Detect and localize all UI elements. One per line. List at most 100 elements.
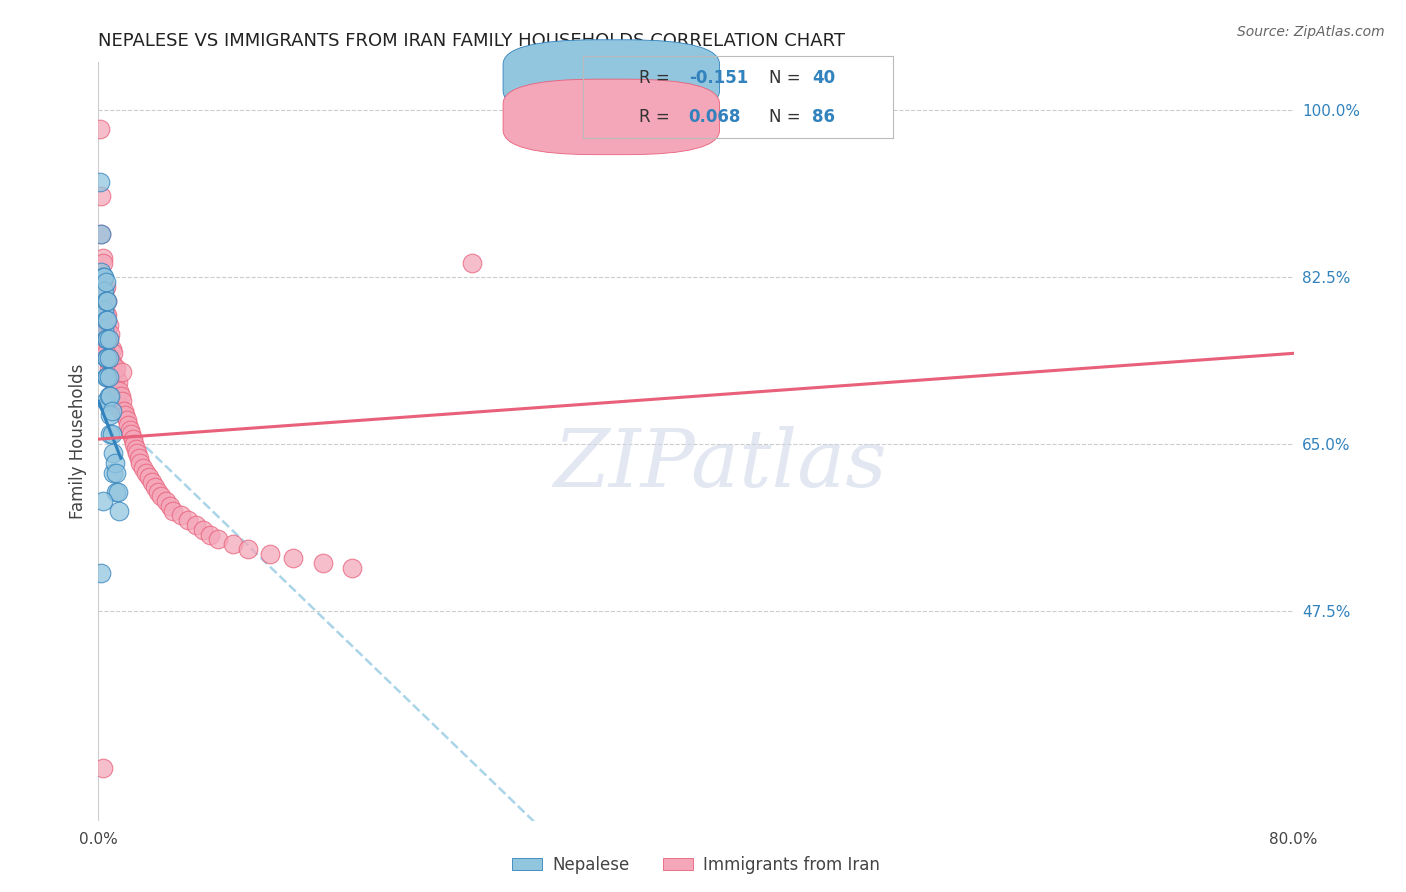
Point [98, 427, 122, 442]
Point [105, 384, 128, 399]
Point [107, 484, 129, 499]
Text: 40: 40 [813, 69, 835, 87]
Point [97, 360, 120, 375]
Text: ZIPatlas: ZIPatlas [553, 425, 887, 503]
Point [169, 508, 191, 523]
Point [103, 375, 125, 389]
Point [97, 318, 120, 332]
Point [461, 256, 484, 270]
Point [90, 189, 112, 203]
Point [91, 251, 114, 265]
Point [105, 466, 128, 480]
Point [103, 346, 125, 360]
Point [108, 504, 131, 518]
Point [117, 417, 139, 432]
Point [98, 389, 122, 403]
Point [97, 351, 120, 365]
Point [148, 484, 170, 499]
Point [115, 413, 138, 427]
Point [97, 346, 120, 360]
Point [97, 332, 120, 346]
Text: -0.151: -0.151 [689, 69, 748, 87]
Point [101, 427, 124, 442]
Point [94, 346, 117, 360]
Point [91, 303, 114, 318]
Point [97, 389, 120, 403]
Point [94, 308, 117, 322]
Point [96, 351, 118, 365]
Point [191, 523, 214, 537]
Point [110, 389, 132, 403]
Point [93, 308, 115, 322]
Point [96, 293, 118, 308]
Text: R =: R = [640, 108, 675, 127]
Point [94, 293, 117, 308]
Point [90, 265, 112, 279]
Text: 86: 86 [813, 108, 835, 127]
Point [114, 409, 136, 423]
Point [94, 370, 117, 384]
Point [91, 336, 114, 351]
Point [90, 227, 112, 241]
Point [104, 375, 127, 389]
Text: R =: R = [640, 69, 675, 87]
FancyBboxPatch shape [503, 40, 720, 115]
Point [93, 285, 115, 299]
Y-axis label: Family Households: Family Households [69, 364, 87, 519]
Point [111, 394, 134, 409]
Point [96, 370, 118, 384]
Point [135, 466, 157, 480]
Point [177, 513, 200, 527]
Point [118, 423, 141, 437]
Point [105, 484, 128, 499]
Point [91, 761, 114, 775]
Text: NEPALESE VS IMMIGRANTS FROM IRAN FAMILY HOUSEHOLDS CORRELATION CHART: NEPALESE VS IMMIGRANTS FROM IRAN FAMILY … [98, 32, 845, 50]
Point [93, 318, 115, 332]
Point [96, 336, 118, 351]
Point [91, 256, 114, 270]
Point [207, 533, 229, 547]
Point [94, 293, 117, 308]
Point [104, 456, 127, 470]
Point [105, 370, 128, 384]
Text: Source: ZipAtlas.com: Source: ZipAtlas.com [1237, 25, 1385, 39]
Point [94, 313, 117, 327]
Point [120, 427, 142, 442]
Point [138, 470, 160, 484]
Point [91, 270, 114, 285]
Point [89, 122, 111, 136]
Point [93, 279, 115, 293]
Point [93, 270, 115, 285]
Point [91, 270, 114, 285]
Point [96, 322, 118, 336]
Point [129, 456, 152, 470]
Point [98, 342, 122, 356]
Point [112, 403, 135, 417]
Point [342, 561, 364, 575]
Point [236, 541, 259, 556]
Point [101, 356, 124, 370]
Point [111, 365, 134, 379]
Point [89, 175, 111, 189]
Text: N =: N = [769, 108, 806, 127]
Point [162, 504, 184, 518]
Point [94, 279, 117, 293]
Point [159, 499, 181, 513]
Point [93, 322, 115, 336]
Point [94, 332, 117, 346]
Point [281, 551, 304, 566]
Point [125, 442, 148, 456]
Point [311, 556, 333, 570]
Point [259, 547, 281, 561]
Point [91, 285, 114, 299]
Point [101, 342, 124, 356]
Point [90, 332, 112, 346]
Point [103, 466, 125, 480]
Point [93, 303, 115, 318]
Point [101, 403, 124, 417]
Point [93, 342, 115, 356]
Point [94, 394, 117, 409]
Point [97, 370, 120, 384]
Point [90, 227, 112, 241]
Point [104, 360, 127, 375]
